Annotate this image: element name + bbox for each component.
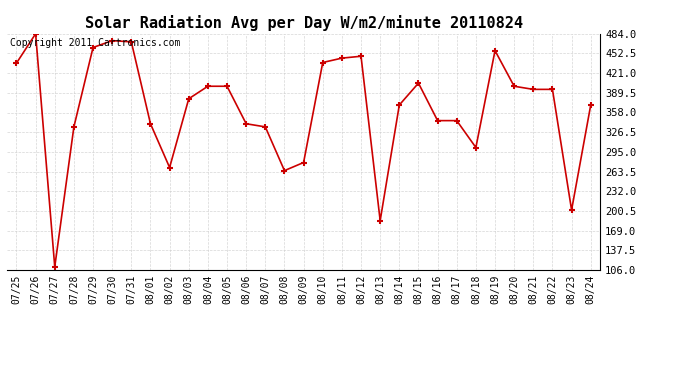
Title: Solar Radiation Avg per Day W/m2/minute 20110824: Solar Radiation Avg per Day W/m2/minute …	[85, 15, 522, 31]
Text: Copyright 2011 Cartronics.com: Copyright 2011 Cartronics.com	[10, 39, 180, 48]
